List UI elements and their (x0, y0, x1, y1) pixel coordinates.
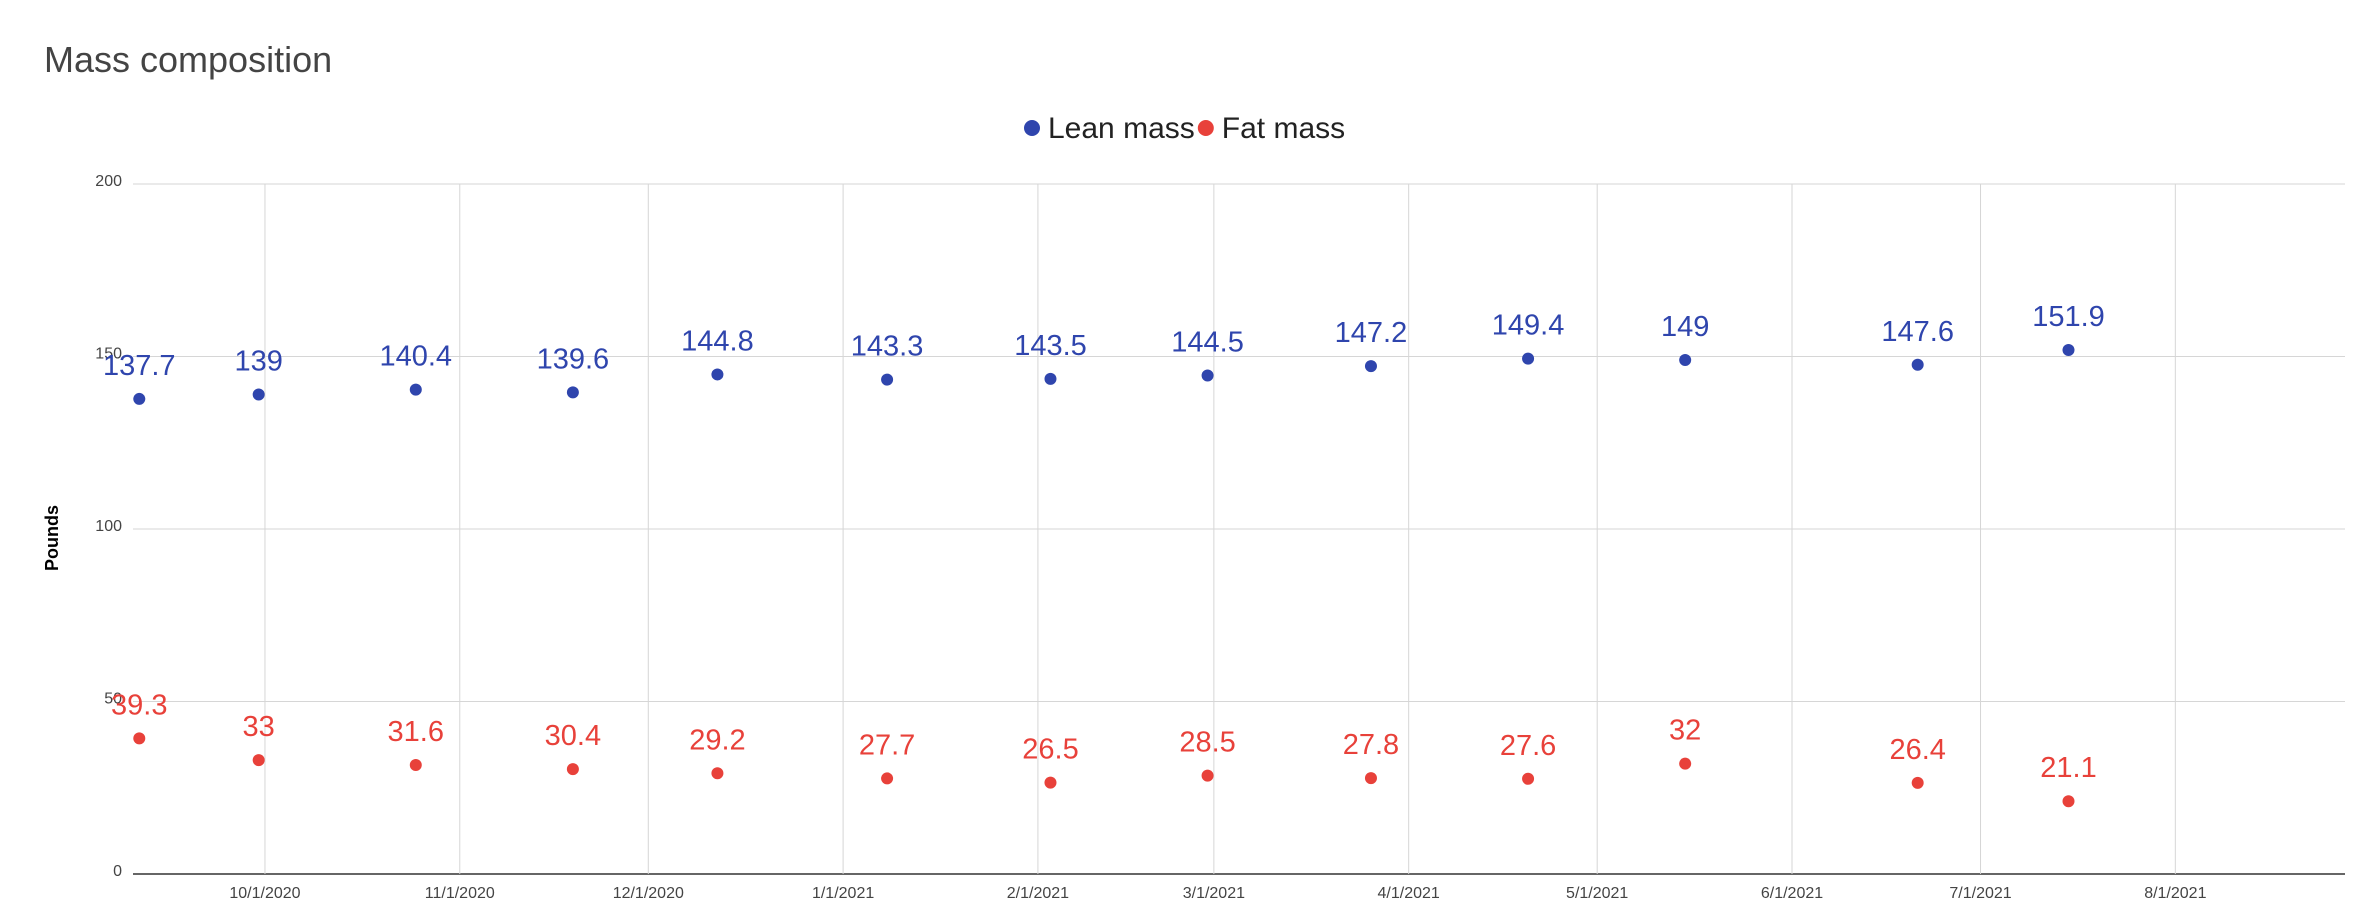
data-label: 33 (243, 711, 275, 743)
data-label: 28.5 (1179, 727, 1235, 759)
legend-item: Fat mass (1197, 112, 1345, 145)
data-point (409, 758, 422, 771)
data-point (2062, 795, 2075, 808)
grid (133, 183, 2345, 875)
data-point (1044, 372, 1057, 385)
data-point (252, 754, 265, 767)
data-point (133, 732, 146, 745)
y-axis-ticks: 0 50 100 150 200 (95, 173, 122, 880)
x-tick-label: 1/1/2021 (812, 885, 874, 902)
data-point (566, 763, 579, 776)
series-layer: 137.7 139 140.4 139.6 144.8 143.3 143.5 144.5 14… (103, 301, 2105, 808)
series-lean-mass: 137.7 139 140.4 139.6 144.8 143.3 143.5 144.5 14… (103, 301, 2105, 405)
data-label: 140.4 (379, 341, 452, 373)
data-label: 149.4 (1492, 310, 1565, 342)
data-label: 27.8 (1343, 729, 1399, 761)
data-label: 147.6 (1881, 316, 1954, 348)
x-tick-label: 11/1/2020 (425, 885, 495, 902)
data-label: 26.4 (1889, 734, 1945, 766)
x-tick-label: 2/1/2021 (1007, 885, 1069, 902)
data-point (1044, 776, 1057, 789)
data-point (133, 392, 146, 405)
x-tick-label: 12/1/2020 (613, 885, 684, 902)
y-tick-label: 0 (113, 863, 122, 880)
x-tick-label: 7/1/2021 (1949, 885, 2011, 902)
data-label: 139.6 (537, 343, 610, 375)
legend-label: Lean mass (1048, 112, 1195, 145)
data-label: 149 (1661, 311, 1709, 343)
data-label: 151.9 (2032, 301, 2105, 333)
data-label: 30.4 (545, 720, 601, 752)
data-label: 144.5 (1171, 326, 1244, 358)
data-point (1911, 776, 1924, 789)
data-label: 26.5 (1022, 734, 1078, 766)
data-point (1679, 757, 1692, 770)
data-label: 137.7 (103, 350, 176, 382)
data-label: 27.7 (859, 729, 915, 761)
x-axis-ticks: 10/1/2020 11/1/2020 12/1/2020 1/1/2021 2/1/2… (229, 885, 2206, 902)
data-label: 144.8 (681, 325, 754, 357)
y-tick-label: 100 (95, 518, 122, 535)
data-point (1364, 360, 1377, 373)
x-tick-label: 8/1/2021 (2144, 885, 2206, 902)
x-tick-label: 6/1/2021 (1761, 885, 1823, 902)
data-point (711, 368, 724, 381)
data-point (252, 388, 265, 401)
data-label: 143.5 (1014, 330, 1087, 362)
data-label: 21.1 (2040, 752, 2096, 784)
x-tick-label: 3/1/2021 (1183, 885, 1245, 902)
data-label: 29.2 (689, 724, 745, 756)
data-point (881, 772, 894, 785)
data-label: 27.6 (1500, 730, 1556, 762)
data-label: 32 (1669, 715, 1701, 747)
legend-label: Fat mass (1222, 112, 1345, 145)
data-label: 147.2 (1335, 317, 1408, 349)
series-fat-mass: 39.3 33 31.6 30.4 29.2 27.7 26.5 28.5 27.8 27.6 32… (111, 689, 2097, 808)
data-point (409, 383, 422, 396)
data-point (1201, 769, 1214, 782)
legend-marker (1197, 120, 1214, 136)
y-tick-label: 200 (95, 173, 122, 190)
data-point (1364, 772, 1377, 785)
legend-item: Lean mass (1024, 112, 1195, 145)
data-point (881, 373, 894, 386)
data-label: 31.6 (388, 716, 444, 748)
data-point (1679, 353, 1692, 366)
legend: Lean mass Fat mass (1024, 112, 1345, 145)
data-point (711, 767, 724, 780)
chart-title: Mass composition (44, 39, 332, 80)
legend-marker (1024, 120, 1040, 136)
x-tick-label: 10/1/2020 (229, 885, 300, 902)
data-point (2062, 343, 2075, 356)
data-label: 143.3 (851, 331, 924, 363)
data-label: 39.3 (111, 689, 167, 721)
y-axis-label: Pounds (42, 505, 62, 571)
x-tick-label: 4/1/2021 (1378, 885, 1440, 902)
data-point (1522, 352, 1535, 365)
data-point (566, 386, 579, 399)
y-tick-label: 50 (104, 691, 122, 708)
y-tick-label: 150 (95, 346, 122, 363)
data-point (1201, 369, 1214, 382)
x-tick-label: 5/1/2021 (1566, 885, 1628, 902)
data-label: 139 (234, 345, 282, 377)
data-point (1522, 772, 1535, 785)
data-point (1911, 358, 1924, 371)
